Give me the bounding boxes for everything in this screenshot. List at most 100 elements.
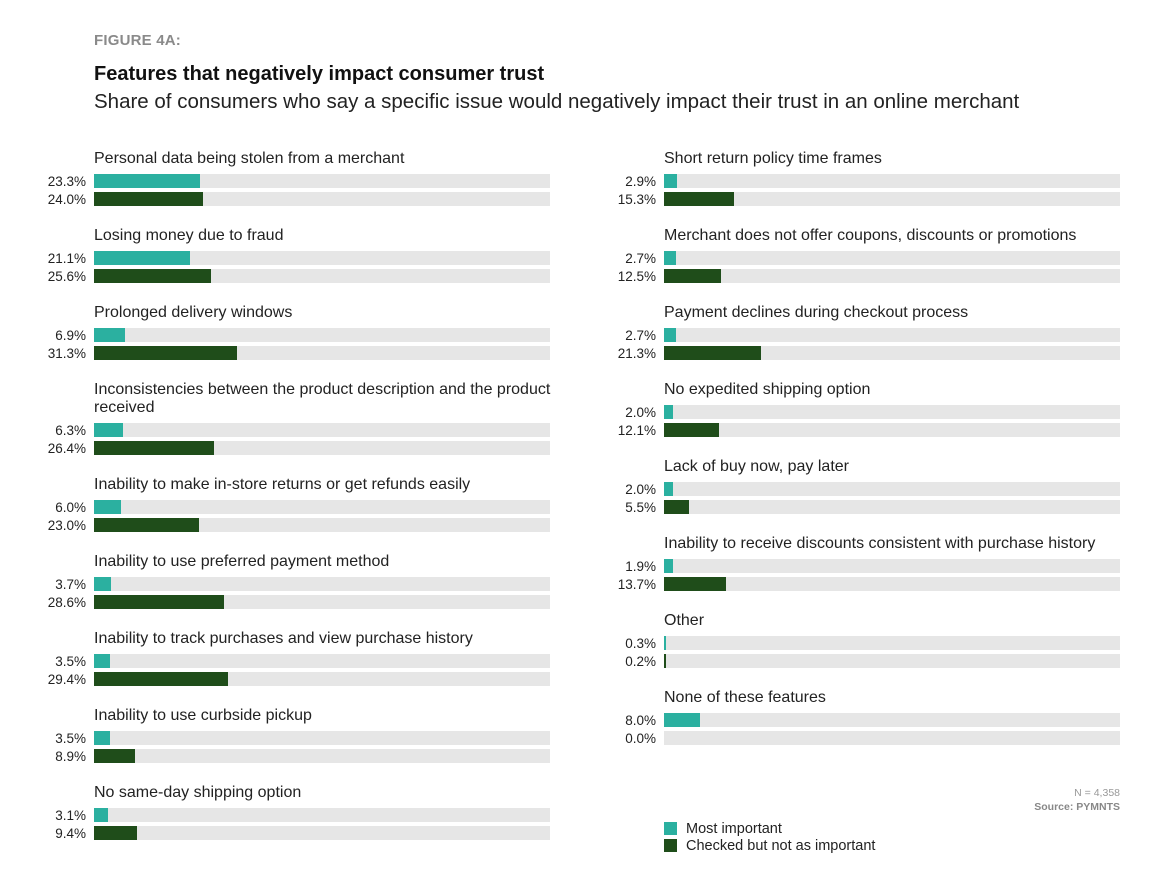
bar-row: 2.7% [580, 250, 1120, 266]
data-label: 8.9% [55, 748, 86, 764]
bar-checked-not-important [94, 441, 215, 455]
bar-row: 8.0% [580, 713, 1120, 728]
bar-checked-not-important [664, 269, 721, 283]
bar-track [94, 654, 550, 668]
data-label: 3.1% [55, 807, 86, 823]
bar-row: 23.0% [10, 518, 550, 533]
bar-checked-not-important [94, 595, 225, 609]
data-label: 5.5% [625, 499, 656, 515]
bar-most-important [664, 405, 674, 419]
data-label: 9.4% [55, 825, 86, 841]
bar-track [94, 174, 550, 188]
data-label: 3.7% [55, 576, 86, 592]
data-label: 29.4% [47, 671, 86, 687]
bar-row: 3.5% [10, 653, 550, 669]
bar-group: Inability to use preferred payment metho… [10, 553, 550, 610]
data-label: 3.5% [55, 730, 86, 746]
chart-title: Features that negatively impact consumer… [94, 63, 545, 85]
bar-track [664, 269, 1120, 283]
bar-track [94, 346, 550, 360]
bar-most-important [664, 636, 666, 650]
bar-row: 0.2% [580, 654, 1120, 669]
data-label: 3.5% [55, 653, 86, 669]
bar-most-important [664, 559, 673, 573]
category-label: None of these features [664, 689, 826, 706]
bar-track [664, 713, 1120, 727]
bar-group: Inconsistencies between the product desc… [10, 381, 551, 456]
bar-group: No same-day shipping option 3.1% 9.4% [10, 784, 550, 841]
bar-track [94, 577, 550, 591]
bar-row: 12.1% [580, 422, 1120, 438]
bar-row: 6.0% [10, 500, 550, 515]
category-label: Inability to use curbside pickup [94, 707, 312, 724]
bar-most-important [94, 808, 109, 822]
bar-row: 2.0% [580, 404, 1120, 420]
bar-row: 23.3% [10, 173, 550, 189]
bar-group: Losing money due to fraud 21.1% 25.6% [10, 227, 550, 284]
bar-track [664, 174, 1120, 188]
bar-checked-not-important [664, 654, 666, 668]
bar-track [664, 328, 1120, 342]
bar-track [664, 405, 1120, 419]
bar-row: 31.3% [10, 345, 550, 361]
data-label: 12.1% [617, 422, 656, 438]
data-label: 6.9% [55, 327, 86, 343]
bar-group: Inability to use curbside pickup 3.5% 8.9% [10, 707, 550, 764]
bar-most-important [94, 174, 201, 188]
bar-track [664, 577, 1120, 591]
bar-row: 9.4% [10, 825, 550, 841]
data-label: 12.5% [617, 268, 656, 284]
bar-row: 21.1% [10, 251, 550, 266]
bar-track [94, 731, 550, 745]
legend: Most important Checked but not as import… [664, 820, 875, 854]
bar-track [94, 672, 550, 686]
bar-group: Other 0.3% 0.2% [580, 612, 1120, 669]
bar-most-important [94, 577, 111, 591]
data-label: 0.3% [625, 635, 656, 651]
data-label: 2.0% [625, 481, 656, 497]
data-label: 2.0% [625, 404, 656, 420]
bar-track [94, 500, 550, 514]
data-label: 31.3% [47, 345, 86, 361]
bar-group: Inability to make in-store returns or ge… [10, 476, 550, 533]
bar-row: 2.7% [580, 328, 1120, 343]
bar-most-important [664, 251, 677, 265]
bar-row: 24.0% [10, 192, 550, 207]
bar-most-important [94, 423, 123, 437]
bar-group: Inability to receive discounts consisten… [580, 535, 1120, 592]
bar-checked-not-important [94, 749, 135, 763]
data-label: 2.7% [625, 250, 656, 266]
bar-track [664, 482, 1120, 496]
data-label: 23.3% [47, 173, 86, 189]
category-label: Lack of buy now, pay later [664, 458, 849, 475]
data-label: 6.3% [55, 422, 86, 438]
chart-subtitle: Share of consumers who say a specific is… [94, 90, 1020, 113]
category-label: Other [664, 612, 705, 629]
bar-checked-not-important [664, 346, 762, 360]
bar-row: 5.5% [580, 499, 1120, 515]
bar-track [664, 654, 1120, 668]
bar-track [94, 826, 550, 840]
data-label: 2.9% [625, 173, 656, 189]
category-label: Inability to make in-store returns or ge… [94, 476, 471, 493]
bar-row: 25.6% [10, 269, 550, 284]
figure-label: FIGURE 4A: [94, 32, 182, 49]
bar-row: 0.3% [580, 635, 1120, 651]
bar-track [94, 269, 550, 283]
bar-track [94, 808, 550, 822]
category-label: Short return policy time frames [664, 150, 882, 167]
bar-track [664, 192, 1120, 206]
category-label: Inability to track purchases and view pu… [94, 630, 473, 647]
bar-most-important [664, 482, 674, 496]
bar-track [94, 251, 550, 265]
bar-most-important [664, 328, 677, 342]
bar-checked-not-important [94, 346, 237, 360]
bar-track [94, 328, 550, 342]
bar-checked-not-important [664, 192, 734, 206]
data-label: 13.7% [617, 576, 656, 592]
bar-checked-not-important [664, 500, 690, 514]
sample-size-note: N = 4,358 [1074, 787, 1120, 799]
bar-row: 26.4% [10, 441, 550, 456]
bar-row: 3.1% [10, 807, 550, 823]
data-label: 28.6% [47, 594, 86, 610]
